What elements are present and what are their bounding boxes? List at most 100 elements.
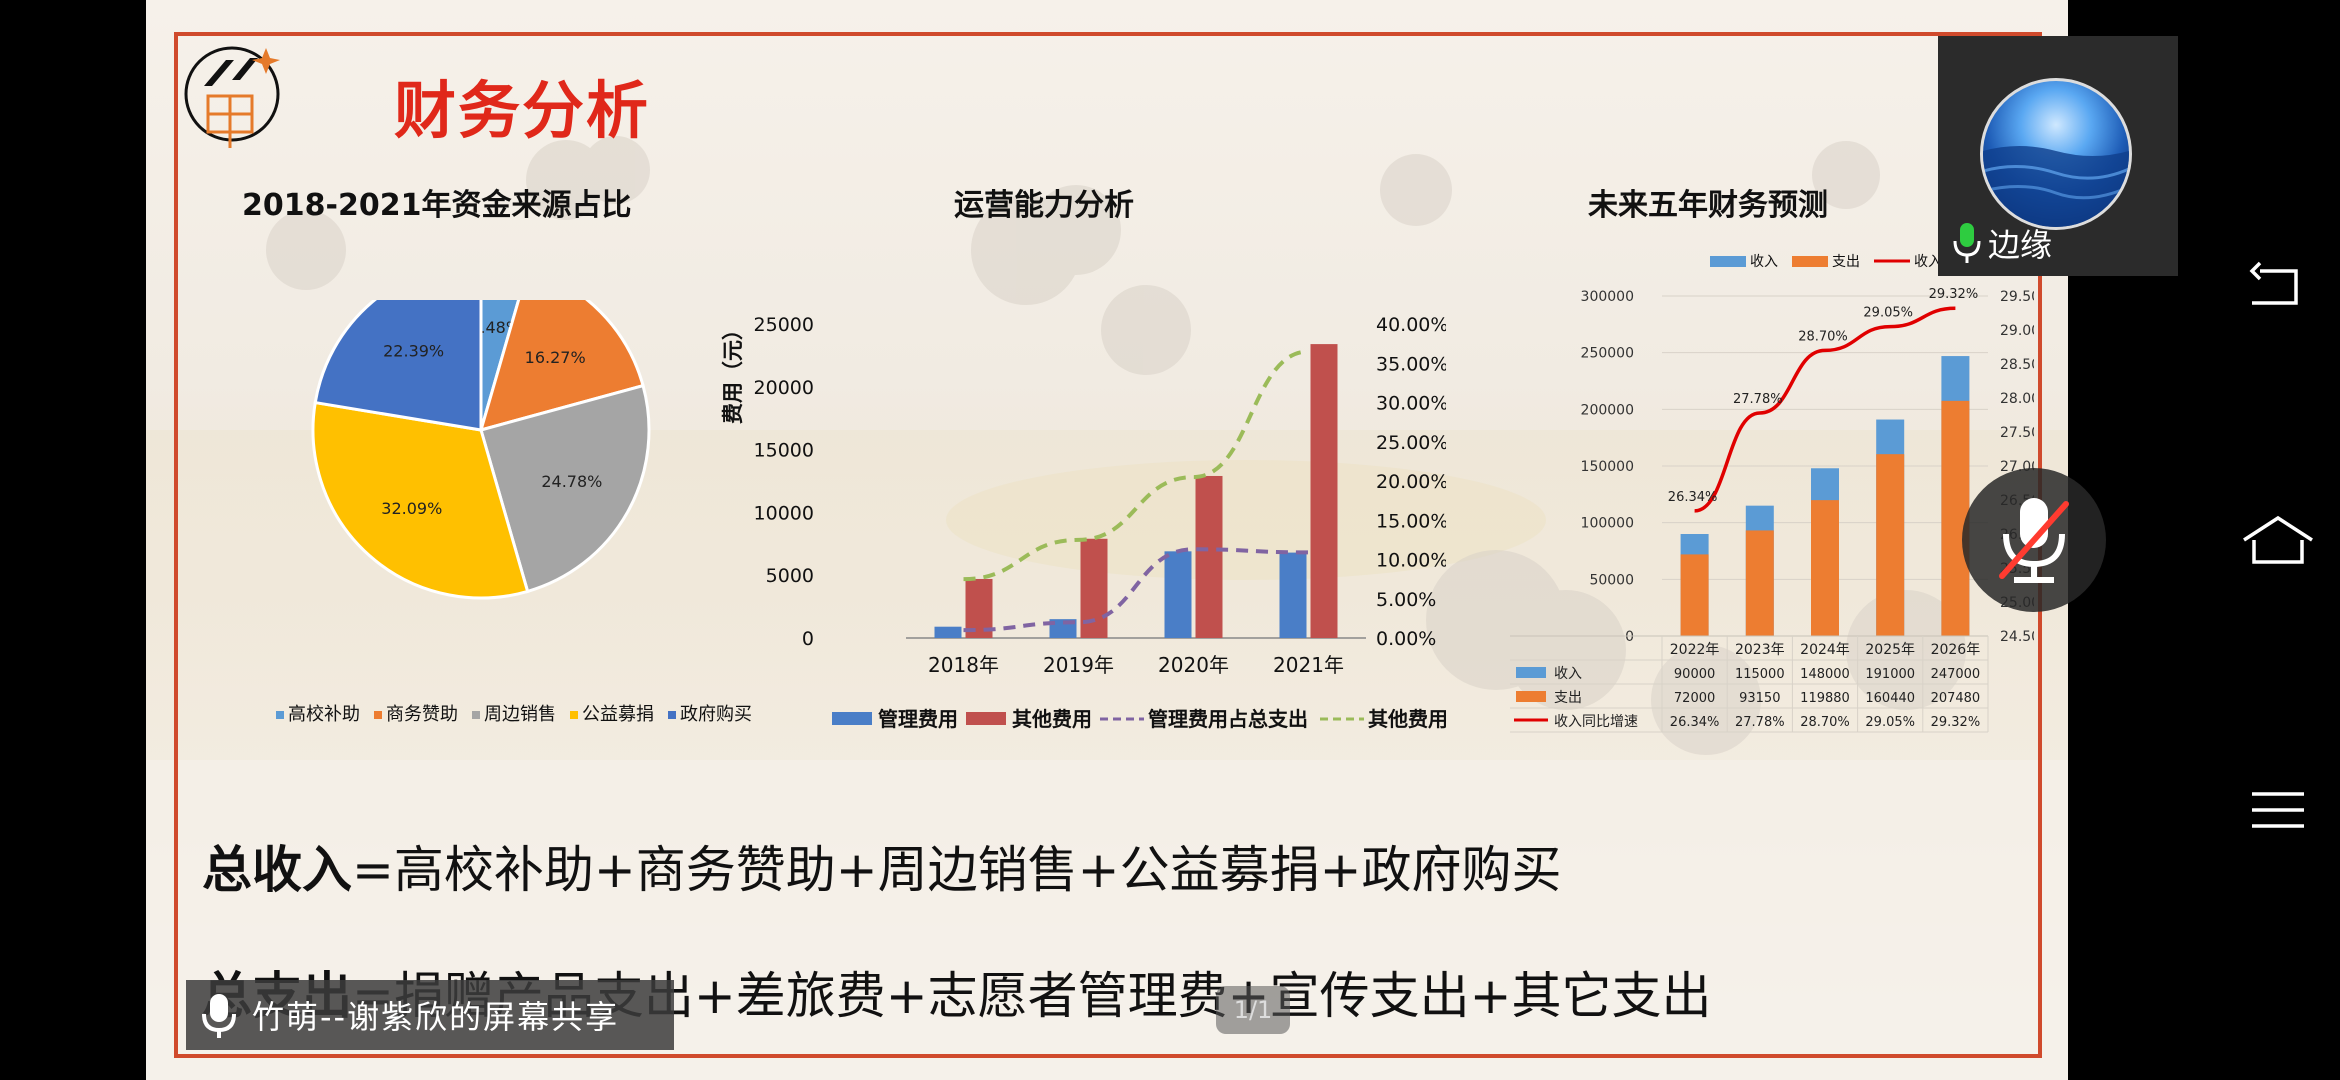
fc-table-header: 2024年 [1800,642,1850,658]
fc-y-tick-label: 150000 [1581,459,1634,475]
fc-growth-label: 26.34% [1668,490,1718,505]
fc-bar-expense [1745,530,1774,636]
ops-chart-title: 运营能力分析 [954,188,1134,223]
participant-name-row: 边缘 [1952,220,2052,266]
ops-x-tick-label: 2019年 [1043,653,1114,677]
ops-y2-tick-label: 25.00% [1376,432,1446,454]
ops-bar [1164,551,1192,638]
ops-bar [1279,552,1307,638]
menu-icon[interactable] [2238,770,2318,850]
pie-legend-swatch [276,711,284,719]
fc-y2-tick-label: 28.00% [2000,391,2034,407]
mic-active-icon [1953,223,1981,263]
fc-y2-tick-label: 27.50% [2000,425,2034,441]
fc-growth-line [1694,306,1956,513]
fc-table-cell: 28.70% [1800,715,1850,730]
ops-legend-label: 管理费用占总支出 [1148,707,1308,731]
pie-legend-swatch [668,711,676,719]
pie-slice-3 [479,383,651,594]
income-formula-text: =高校补助+商务赞助+周边销售+公益募捐+政府购买 [352,841,1562,899]
home-icon[interactable] [2238,500,2318,580]
fc-table-header: 2023年 [1735,642,1785,658]
ops-bar [1195,475,1223,638]
ops-x-tick-label: 2018年 [928,653,999,677]
pie-data-label: 22.39% [383,342,444,361]
mute-microphone-button[interactable] [1962,468,2106,612]
ops-y2-tick-label: 15.00% [1376,510,1446,532]
fc-table-cell: 93150 [1739,691,1780,706]
fc-y2-tick-label: 24.50% [2000,629,2034,645]
pie-slice-5 [313,300,483,432]
ops-x-tick-label: 2020年 [1158,653,1229,677]
pie-chart: 4.48%16.27%24.78%32.09%22.39%高校补助 商务赞助 周边销… [276,300,752,725]
pie-data-label: 16.27% [525,348,586,367]
fc-table-cell: 160440 [1865,691,1915,706]
pie-chart-title: 2018-2021年资金来源占比 [242,188,632,223]
ops-y-tick-label: 10000 [754,502,814,524]
ops-legend-swatch [832,712,872,725]
fc-bar-expense [1811,500,1839,636]
pie-slice-4 [311,400,530,600]
ops-line-2 [963,349,1309,582]
pie-legend-swatch [374,711,382,719]
back-icon[interactable] [2238,245,2318,325]
ops-y2-tick-label: 20.00% [1376,471,1446,493]
system-navigation-bar [2214,0,2340,1080]
ops-bar [1310,344,1338,638]
ops-chart: 0 5000 10000 15000 20000 25000 0.00% 5.00% 10.00… [721,314,1446,731]
ops-y-tick-label: 5000 [766,565,814,587]
pie-legend-label: 高校补助 [288,704,360,725]
fc-legend-label: 收入 [1750,254,1778,270]
fc-table-cell: 26.34% [1670,715,1720,730]
fc-table-row-label: 收入同比增速 [1554,714,1638,730]
fc-y-tick-label: 50000 [1589,572,1634,588]
ops-bar [934,626,962,638]
fc-table-row-label: 收入 [1554,666,1582,682]
fc-y-tick-label: 100000 [1581,516,1634,532]
fc-y-tick-label: 250000 [1581,346,1634,362]
pie-slice-2 [478,300,645,433]
participant-video-tile[interactable]: 边缘 [1938,36,2178,276]
pie-legend-label: 公益募捐 [582,704,654,725]
screen-share-banner[interactable]: 竹萌--谢紫欣的屏幕共享 [186,980,674,1050]
fc-y-tick-label: 300000 [1581,289,1634,305]
fc-y2-tick-label: 29.00% [2000,323,2034,339]
ops-y2-tick-label: 10.00% [1376,550,1446,572]
fc-bar-expense [1680,554,1709,636]
fc-table-header: 2022年 [1670,642,1720,658]
fc-legend-label: 支出 [1832,254,1860,270]
ops-legend-swatch [966,712,1006,725]
fc-growth-label: 27.78% [1733,392,1783,407]
fc-bar-expense [1876,454,1905,636]
ops-y2-tick-label: 5.00% [1376,589,1436,611]
ops-x-tick-label: 2021年 [1273,653,1344,677]
income-formula: 总收入=高校补助+商务赞助+周边销售+公益募捐+政府购买 [202,830,1561,902]
ops-y-tick-label: 20000 [754,377,814,399]
pie-legend-swatch [472,711,480,719]
screen-share-label: 竹萌--谢紫欣的屏幕共享 [252,998,620,1036]
microphone-icon [202,994,236,1038]
ops-legend-label: 管理费用 [878,707,958,731]
presentation-slide: 财务分析 2018-2021年资金来源占比 运营能力分析 未来五年财务预测 4.… [146,0,2068,1080]
fc-y-tick-label: 200000 [1581,402,1634,418]
ops-y2-tick-label: 30.00% [1376,393,1446,415]
slide-title: 财务分析 [394,74,651,147]
page-indicator: 1/1 [1216,986,1290,1034]
forecast-chart: 0 50000 100000 150000 200000 250000 300000 24.5… [1510,254,2034,733]
ops-legend-label: 其他费用 [1012,707,1092,731]
fc-table-cell: 148000 [1800,667,1850,682]
fc-table-cell: 115000 [1735,667,1785,682]
fc-table-row-label: 支出 [1554,690,1582,706]
pie-legend-label: 周边销售 [484,704,556,725]
fc-growth-label: 28.70% [1798,329,1848,344]
pie-legend-label: 政府购买 [680,704,752,725]
income-label: 总收入 [202,841,352,899]
ops-y2-tick-label: 40.00% [1376,314,1446,336]
fc-table-cell: 29.32% [1931,715,1981,730]
fc-growth-label: 29.05% [1863,306,1913,321]
ops-y2-tick-label: 0.00% [1376,628,1436,650]
fc-table-cell: 207480 [1931,691,1981,706]
fc-table-cell: 247000 [1931,667,1981,682]
ops-y-tick-label: 25000 [754,314,814,336]
microphone-muted-icon [1999,498,2069,583]
